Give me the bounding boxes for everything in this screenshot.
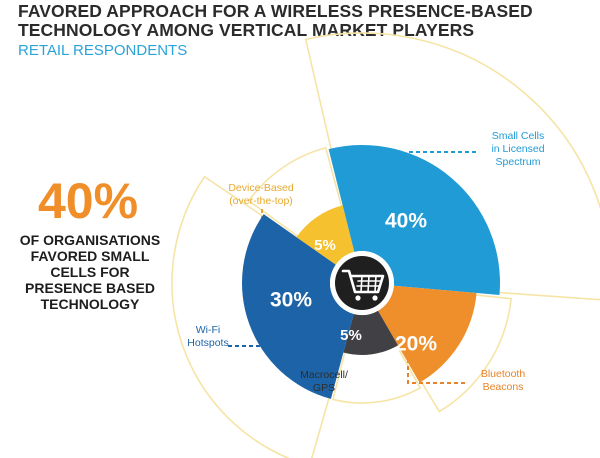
slice-percentage-1: 40% [385,210,427,233]
slice-label-3: Macrocell/GPS [300,369,348,394]
cart-body [341,269,385,294]
slice-label-4-line-2: Hotspots [187,337,228,349]
slice-label-3-line-2: GPS [313,382,335,394]
slice-label-5-line-1: Device-Based [228,182,294,194]
slice-label-4: Wi-Fi Hotspots [187,324,228,349]
slice-label-1: Small Cells in Licensed Spectrum [491,130,544,168]
slice-percentage-3: 5% [340,327,362,344]
cart-wheel-right [372,295,378,301]
slice-label-2: Bluetooth Beacons [481,368,526,393]
slice-percentage-4: 30% [270,289,312,312]
slice-percentage-2: 20% [395,333,437,356]
pie-slice-3 [343,310,398,355]
slice-label-1-line-1: Small Cells [492,130,545,142]
chart-title-line-2: TECHNOLOGY AMONG VERTICAL MARKET PLAYERS [18,20,475,40]
slice-label-5-line-2: (over-the-top) [229,195,293,207]
chart-title: FAVORED APPROACH FOR A WIRELESS PRESENCE… [18,2,558,40]
slice-category-labels: Small Cells in Licensed Spectrum Bluetooth B… [187,130,544,394]
shopping-cart-icon [341,269,385,301]
highlight-description: OF ORGANISATIONS FAVORED SMALL CELLS FOR… [19,232,161,312]
chart-subtitle: RETAIL RESPONDENTS [18,42,188,59]
highlight-percentage: 40% [38,173,139,229]
leader-line-1 [409,151,476,210]
slice-label-4-line-1: Wi-Fi [196,324,221,336]
pie-slice-5 [296,205,355,265]
slice-label-2-line-2: Beacons [483,381,524,393]
slice-label-3-line-1: Macrocell/ [300,369,348,381]
slice-percentage-labels: 40% 20% 5% 30% 5% [270,210,437,356]
slice-label-1-line-3: Spectrum [496,156,541,168]
pie-slice-4 [241,214,354,399]
slice-percentage-5: 5% [314,237,336,254]
pie-slice-1 [328,145,500,296]
cart-basket-lines [356,275,381,293]
slice-label-5: Device-Based (over-the-top) [228,182,294,207]
slice-label-2-line-1: Bluetooth [481,368,526,380]
cart-wheel-left [355,295,361,301]
pie-slices [241,145,500,399]
chart-title-line-1: FAVORED APPROACH FOR A WIRELESS PRESENCE… [18,1,533,21]
slice-label-1-line-2: in Licensed [491,143,544,155]
pie-slice-2 [378,285,477,383]
